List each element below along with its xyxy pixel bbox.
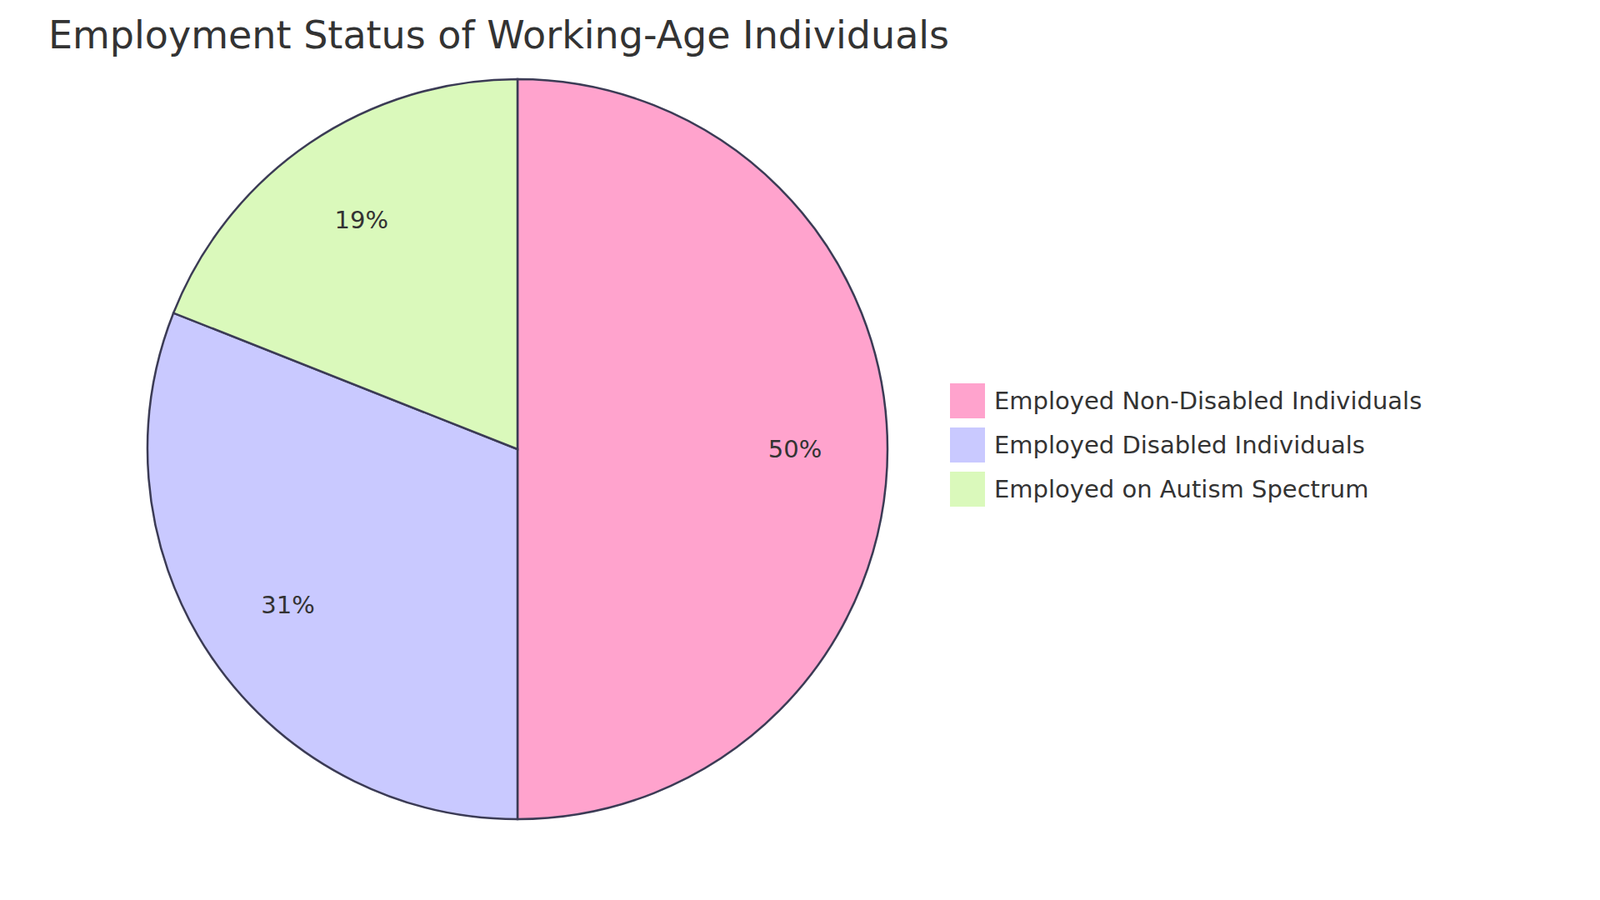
legend-swatch <box>949 470 986 508</box>
legend-label: Employed Disabled Individuals <box>994 430 1365 460</box>
legend-label: Employed on Autism Spectrum <box>994 475 1370 504</box>
data-label: 31% <box>260 590 315 620</box>
slice <box>517 79 888 820</box>
data-labels: 50% 31% 19% <box>260 205 822 620</box>
legend-swatch <box>949 426 986 464</box>
legend-swatch <box>949 382 986 420</box>
chart: Employment Status of Working-Age Individ… <box>0 0 1600 900</box>
title: Employment Status of Working-Age Individ… <box>48 12 950 58</box>
slice <box>173 79 518 450</box>
legend: Employed Non-Disabled Individuals Employe… <box>949 382 1422 508</box>
data-label: 50% <box>768 435 822 464</box>
legend-label: Employed Non-Disabled Individuals <box>994 386 1422 415</box>
slices <box>147 79 888 820</box>
data-label: 19% <box>335 205 389 235</box>
